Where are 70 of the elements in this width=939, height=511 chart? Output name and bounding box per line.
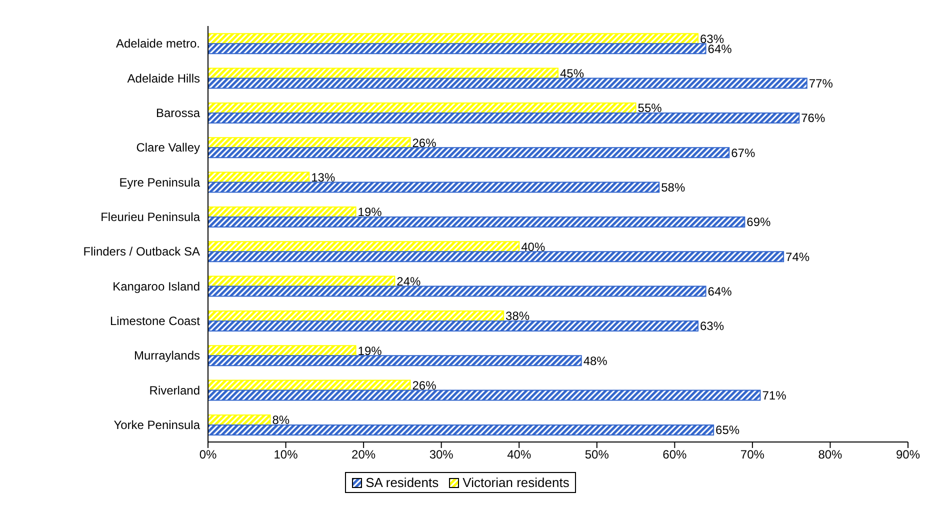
x-tick-label: 80% [818,448,843,462]
bar [208,172,310,183]
x-tick-label: 40% [507,448,532,462]
data-label: 74% [786,250,810,264]
y-tick-label: Kangaroo Island [112,279,200,294]
bar [208,251,784,262]
data-label: 63% [700,319,724,334]
data-label: 48% [583,354,608,368]
bar [208,241,520,252]
data-label: 77% [808,76,834,91]
data-label: 26% [412,378,437,393]
bar [208,345,356,356]
bar [208,390,761,401]
data-label: 64% [708,284,732,299]
data-label: 24% [396,274,422,289]
bar [208,112,800,124]
x-tick-label: 60% [662,448,687,462]
legend-label: SA residents [364,475,439,490]
y-tick-label: Limestone Coast [110,314,201,328]
y-tick-label: Riverland [149,383,200,398]
data-label: 38% [506,309,530,324]
bar [208,355,582,366]
x-tick-label: 50% [584,448,610,462]
y-tick-label: Adelaide Hills [127,71,200,86]
data-label: 55% [638,101,662,116]
bar [208,33,698,44]
data-label: 45% [560,66,584,81]
bar [208,182,660,193]
bar [208,380,411,391]
x-tick-label: 0% [199,448,217,462]
bar [208,102,636,114]
y-tick-label: Flinders / Outback SA [83,244,200,259]
data-label: 40% [521,240,546,254]
bar [208,68,558,79]
data-label: 19% [358,344,382,358]
bar [208,276,396,287]
data-label: 26% [412,136,437,150]
data-label: 67% [731,146,756,160]
bar [208,424,714,436]
y-tick-label: Fleurieu Peninsula [100,210,200,224]
bar [208,137,411,148]
x-tick-label: 90% [896,448,920,462]
bar [208,320,698,332]
data-label: 58% [661,180,686,195]
x-tick-label: 70% [740,448,765,462]
x-tick-label: 10% [274,448,298,462]
bar [208,147,730,158]
bar [208,414,271,426]
legend-label: Victorian residents [462,475,570,490]
data-label: 65% [716,423,740,438]
data-label: 13% [311,170,336,185]
data-label: 76% [801,111,826,126]
bar [208,206,356,218]
bar [208,216,746,228]
y-tick-label: Adelaide metro. [116,36,200,51]
bar [208,310,504,322]
y-tick-label: Murraylands [134,348,200,363]
y-tick-label: Clare Valley [136,140,200,155]
y-tick-label: Eyre Peninsula [119,175,200,190]
y-tick-label: Barossa [156,106,200,120]
x-tick-label: 30% [429,448,454,462]
bar [208,78,808,89]
bar [208,286,706,297]
data-label: 19% [358,205,382,220]
data-label: 8% [272,413,290,428]
bar [208,43,706,54]
x-tick-label: 20% [352,448,376,462]
data-label: 71% [762,388,787,403]
y-tick-label: Yorke Peninsula [114,418,200,432]
data-label: 69% [746,215,772,230]
